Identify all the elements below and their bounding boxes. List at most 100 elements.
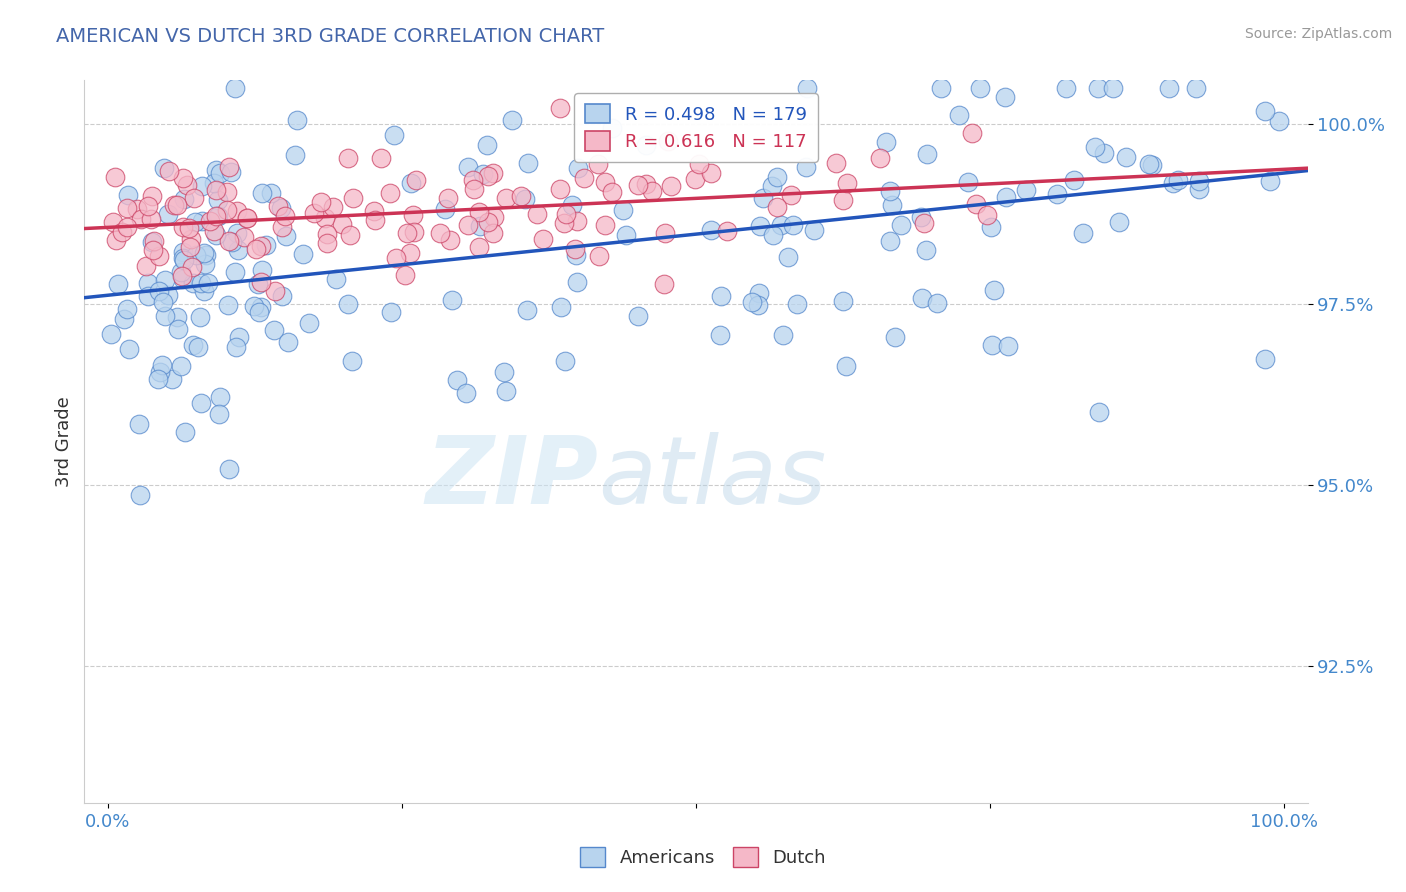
- Point: [477, 215, 499, 229]
- Point: [316, 227, 339, 241]
- Point: [330, 217, 353, 231]
- Point: [803, 222, 825, 236]
- Point: [700, 165, 723, 179]
- Point: [1084, 140, 1107, 154]
- Point: [202, 223, 225, 237]
- Point: [190, 396, 212, 410]
- Point: [205, 162, 228, 177]
- Point: [340, 354, 363, 368]
- Point: [831, 293, 853, 308]
- Point: [627, 309, 650, 323]
- Point: [298, 316, 321, 330]
- Point: [550, 300, 572, 314]
- Point: [217, 185, 239, 199]
- Point: [315, 235, 337, 250]
- Point: [370, 151, 392, 165]
- Point: [174, 425, 197, 439]
- Point: [170, 268, 193, 283]
- Point: [249, 276, 271, 290]
- Point: [183, 191, 205, 205]
- Point: [1046, 186, 1069, 201]
- Point: [1161, 176, 1184, 190]
- Point: [1063, 173, 1085, 187]
- Point: [1108, 215, 1130, 229]
- Point: [1140, 158, 1163, 172]
- Point: [832, 194, 855, 208]
- Point: [235, 211, 257, 225]
- Point: [136, 199, 159, 213]
- Point: [402, 208, 425, 222]
- Point: [509, 188, 531, 202]
- Point: [782, 218, 804, 232]
- Point: [100, 327, 122, 342]
- Point: [172, 171, 194, 186]
- Point: [136, 288, 159, 302]
- Point: [112, 312, 135, 326]
- Point: [600, 120, 623, 135]
- Point: [157, 207, 180, 221]
- Point: [1092, 146, 1115, 161]
- Point: [481, 166, 503, 180]
- Point: [1087, 80, 1109, 95]
- Point: [197, 277, 219, 291]
- Point: [980, 219, 1002, 234]
- Point: [1071, 227, 1094, 241]
- Point: [463, 181, 485, 195]
- Point: [221, 235, 243, 249]
- Point: [209, 166, 232, 180]
- Point: [193, 284, 215, 298]
- Point: [565, 248, 588, 262]
- Point: [457, 218, 479, 232]
- Point: [513, 192, 536, 206]
- Point: [274, 228, 297, 243]
- Point: [172, 272, 194, 286]
- Point: [141, 189, 163, 203]
- Point: [115, 301, 138, 316]
- Point: [226, 243, 249, 257]
- Point: [166, 198, 188, 212]
- Point: [910, 211, 932, 225]
- Legend: Americans, Dutch: Americans, Dutch: [572, 839, 834, 874]
- Point: [172, 252, 194, 266]
- Point: [219, 165, 242, 179]
- Point: [104, 233, 127, 247]
- Point: [153, 161, 176, 176]
- Point: [314, 211, 336, 226]
- Point: [879, 234, 901, 248]
- Point: [550, 182, 572, 196]
- Point: [254, 238, 277, 252]
- Point: [160, 372, 183, 386]
- Point: [446, 373, 468, 387]
- Point: [657, 134, 679, 148]
- Point: [141, 235, 163, 250]
- Point: [457, 161, 479, 175]
- Point: [115, 220, 138, 235]
- Point: [208, 408, 231, 422]
- Point: [125, 202, 148, 217]
- Point: [780, 188, 803, 202]
- Point: [188, 310, 211, 325]
- Point: [440, 293, 463, 308]
- Point: [1253, 104, 1275, 119]
- Point: [399, 246, 422, 260]
- Point: [399, 176, 422, 190]
- Point: [786, 297, 808, 311]
- Y-axis label: 3rd Grade: 3rd Grade: [55, 396, 73, 487]
- Point: [461, 172, 484, 186]
- Text: Source: ZipAtlas.com: Source: ZipAtlas.com: [1244, 27, 1392, 41]
- Point: [548, 101, 571, 115]
- Point: [153, 309, 176, 323]
- Point: [163, 198, 186, 212]
- Point: [586, 157, 609, 171]
- Point: [193, 246, 215, 260]
- Legend: R = 0.498   N = 179, R = 0.616   N = 117: R = 0.498 N = 179, R = 0.616 N = 117: [574, 93, 818, 161]
- Point: [208, 390, 231, 404]
- Point: [384, 128, 406, 143]
- Point: [337, 152, 360, 166]
- Point: [142, 244, 165, 258]
- Point: [166, 310, 188, 325]
- Point: [173, 192, 195, 206]
- Point: [634, 138, 657, 153]
- Point: [981, 338, 1004, 352]
- Point: [202, 176, 225, 190]
